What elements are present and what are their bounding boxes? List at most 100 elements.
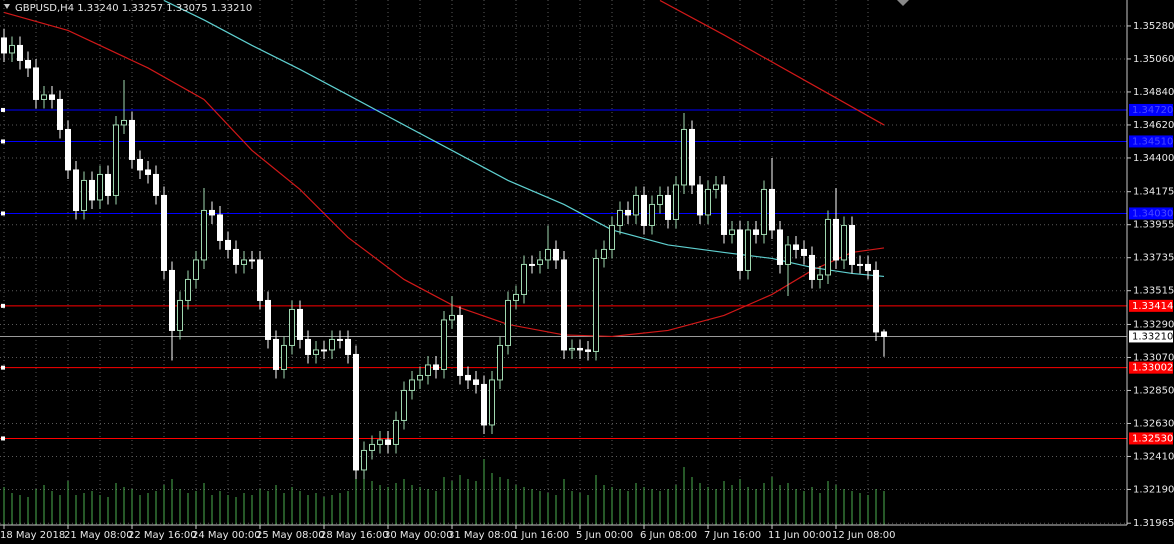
marks <box>0 0 1127 525</box>
y-tick-label: 1.33070 <box>1133 352 1174 363</box>
candle-body <box>705 188 711 216</box>
candle-body <box>833 218 839 261</box>
candle-body <box>1 37 7 54</box>
y-tick-label: 1.33290 <box>1133 319 1174 330</box>
level-label: 1.32530 <box>1132 433 1173 444</box>
candle-body <box>65 128 71 171</box>
candle-body <box>177 299 183 331</box>
candle-body <box>689 128 695 186</box>
candle-body <box>633 194 639 216</box>
candle-body <box>9 44 15 54</box>
y-tick-label: 1.34175 <box>1133 187 1174 198</box>
candle-body <box>713 184 719 190</box>
candle-body <box>169 269 175 331</box>
candle-body <box>233 248 239 265</box>
level-label-box <box>1129 432 1173 445</box>
candle-body <box>345 338 351 355</box>
y-tick-label: 1.34620 <box>1133 120 1174 131</box>
level-label: 1.34030 <box>1132 208 1173 219</box>
level-label: 1.34510 <box>1132 136 1173 147</box>
candle-body <box>561 259 567 351</box>
level-handle <box>1 436 5 441</box>
level-handle <box>1 365 5 370</box>
candle-body <box>481 383 487 426</box>
candle-body <box>353 353 359 471</box>
candle-body <box>265 299 271 340</box>
candle-body <box>185 278 191 301</box>
candle-body <box>729 229 735 235</box>
x-tick-label: 5 Jun 00:00 <box>576 530 633 541</box>
candle-body <box>617 209 623 226</box>
candle-body <box>745 229 751 271</box>
candle-body <box>809 254 815 280</box>
candle-body <box>201 209 207 261</box>
moving-average <box>163 0 885 278</box>
candle-body <box>513 293 519 301</box>
level-handle <box>1 139 5 144</box>
candle-body <box>273 338 279 370</box>
candle-body <box>681 128 687 186</box>
candle-body <box>585 349 591 352</box>
candle-body <box>33 67 39 100</box>
candle-body <box>441 319 447 370</box>
candle-body <box>361 449 367 471</box>
candle-body <box>313 349 319 355</box>
candle-body <box>153 173 159 196</box>
candle-body <box>849 224 855 265</box>
y-tick-label: 1.32630 <box>1133 418 1174 429</box>
level-label-box <box>1129 361 1173 374</box>
y-tick-label: 1.32410 <box>1133 451 1174 462</box>
candle-body <box>25 59 31 69</box>
candle-body <box>209 209 215 216</box>
candle-body <box>825 218 831 276</box>
candle-body <box>113 124 119 196</box>
y-tick-label: 1.33735 <box>1133 253 1174 264</box>
candle-body <box>385 439 391 445</box>
candle-body <box>377 439 383 445</box>
candle-body <box>505 299 511 346</box>
chart-title: GBPUSD,H4 1.33240 1.33257 1.33075 1.3321… <box>15 3 252 14</box>
shift-marker <box>897 0 909 6</box>
level-label: 1.34720 <box>1132 105 1173 116</box>
level-label-box <box>1129 207 1173 220</box>
candle-body <box>49 94 55 100</box>
candle-body <box>609 224 615 250</box>
candle-body <box>577 347 583 351</box>
x-tick-label: 22 May 16:00 <box>128 530 197 541</box>
candle-body <box>281 344 287 370</box>
candle-body <box>57 98 63 130</box>
candle-body <box>393 419 399 445</box>
x-tick-label: 28 May 16:00 <box>320 530 389 541</box>
candle-body <box>497 344 503 381</box>
candle-body <box>473 379 479 385</box>
x-tick-label: 7 Jun 16:00 <box>704 530 761 541</box>
y-tick-label: 1.34400 <box>1133 153 1174 164</box>
candle-body <box>769 188 775 231</box>
candle-body <box>297 308 303 340</box>
candle-body <box>665 194 671 220</box>
candle-body <box>337 338 343 341</box>
candle-body <box>673 184 679 220</box>
candle-body <box>865 263 871 271</box>
candle-body <box>569 347 575 351</box>
candle-body <box>553 248 559 261</box>
price-label: 1.33210 <box>1132 331 1173 342</box>
candle-body <box>249 259 255 262</box>
candle-body <box>457 314 463 376</box>
candle-body <box>433 364 439 370</box>
candle-body <box>841 224 847 261</box>
level-label: 1.33002 <box>1132 363 1173 374</box>
candle-body <box>737 229 743 271</box>
candle-body <box>417 374 423 381</box>
level-handle <box>1 211 5 216</box>
candle-body <box>465 374 471 381</box>
candle-body <box>81 179 87 211</box>
candle-body <box>521 263 527 295</box>
price-label-box <box>1129 330 1173 343</box>
candle-body <box>369 443 375 451</box>
level-label-box <box>1129 299 1173 312</box>
candle-body <box>217 214 223 241</box>
moving-average <box>659 0 885 126</box>
